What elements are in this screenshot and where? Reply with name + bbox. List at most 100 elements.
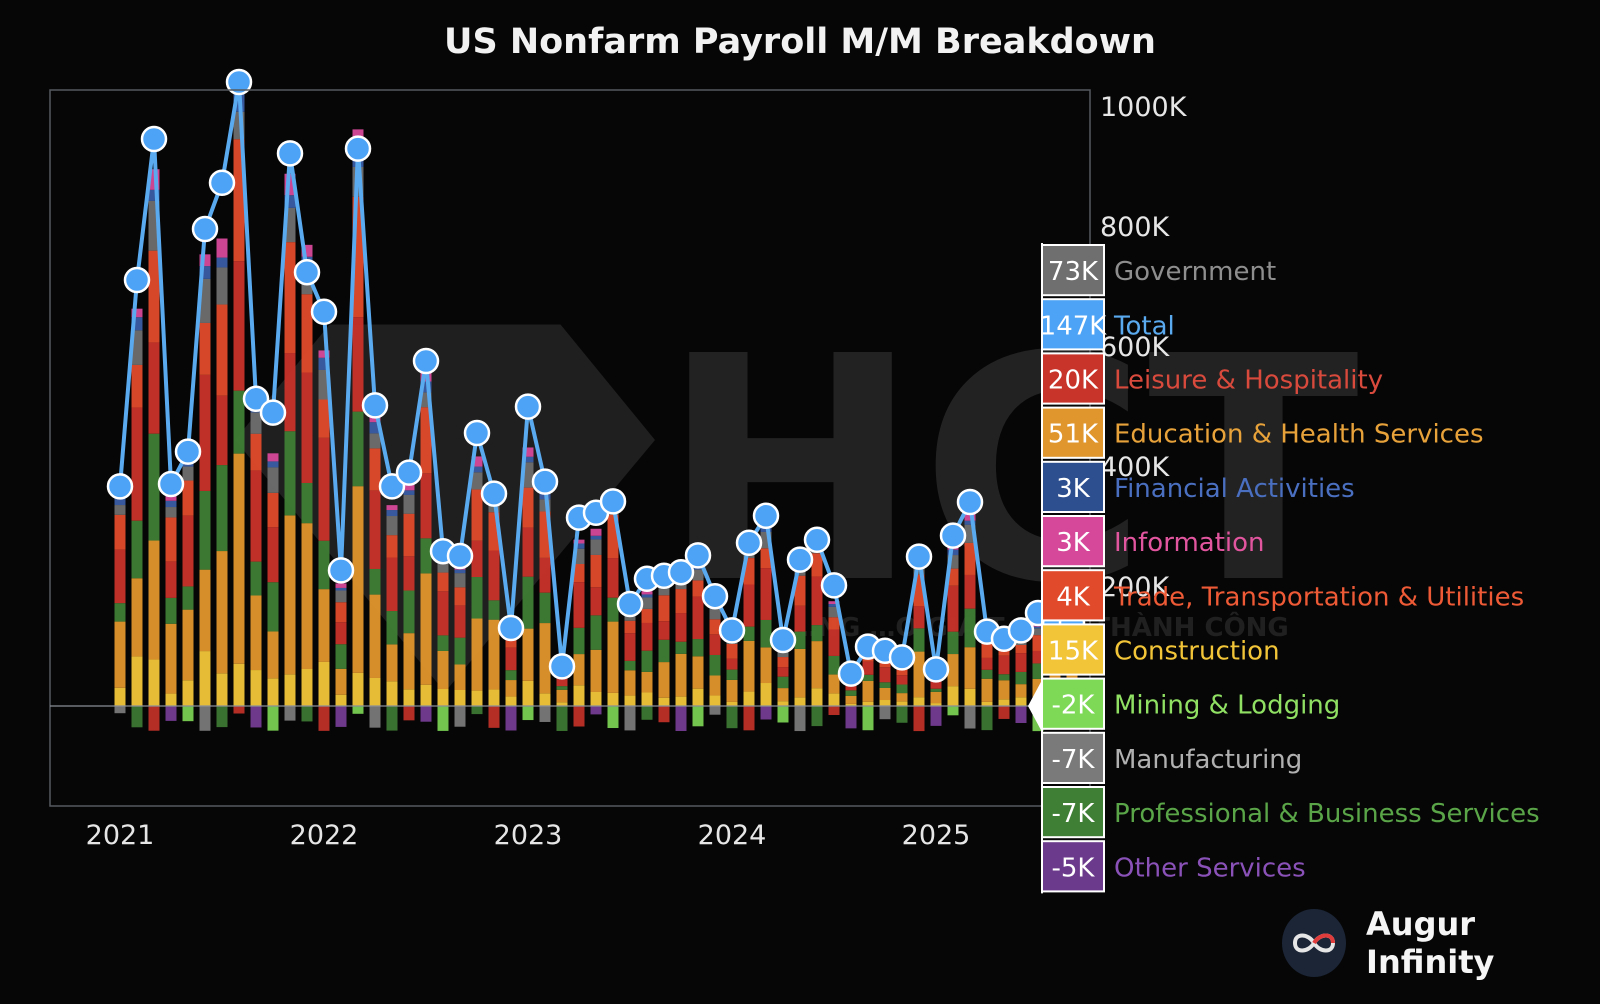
x-tick-label: 2024 — [698, 820, 767, 851]
bar-segment — [930, 680, 942, 689]
total-point — [786, 546, 814, 573]
bar-segment — [675, 641, 687, 654]
bar-segment — [726, 658, 738, 670]
bar-negative-segment — [964, 706, 976, 729]
total-point — [531, 468, 559, 495]
bar-negative-segment — [1015, 706, 1027, 724]
bar-segment — [148, 200, 160, 251]
bar-negative-segment — [879, 706, 891, 720]
bar-negative-segment — [148, 706, 160, 731]
bar-negative-segment — [641, 706, 653, 720]
bar-segment — [165, 597, 177, 624]
bar-segment — [369, 594, 381, 678]
bar-segment — [522, 628, 534, 681]
bar-negative-segment — [624, 706, 636, 731]
bar-negative-segment — [845, 706, 857, 729]
bar-segment — [420, 684, 432, 706]
bar-segment — [301, 294, 313, 373]
bar-segment — [641, 597, 653, 609]
bar-segment — [675, 583, 687, 590]
bar-segment — [845, 703, 857, 706]
bar-segment — [182, 515, 194, 587]
legend-value: -2K — [1052, 691, 1096, 721]
bar-segment — [250, 412, 262, 434]
bar-segment — [947, 555, 959, 569]
bar-segment — [267, 492, 279, 528]
bar-segment — [760, 568, 772, 620]
bar-segment — [335, 622, 347, 645]
bar-segment — [1015, 671, 1027, 685]
bar-segment — [607, 514, 619, 559]
bar-segment — [403, 490, 415, 495]
bar-segment — [148, 540, 160, 660]
bar-negative-segment — [896, 706, 908, 723]
bar-segment — [896, 693, 908, 702]
bar-segment — [760, 531, 772, 549]
bar-negative-segment — [233, 706, 245, 714]
legend-swatch — [1041, 731, 1105, 784]
total-point — [208, 169, 236, 197]
bar-segment — [828, 674, 840, 694]
bar-segment — [624, 614, 636, 621]
bar-segment — [284, 242, 296, 354]
bar-segment — [641, 622, 653, 651]
bar-segment — [420, 392, 432, 408]
total-point — [514, 393, 542, 420]
bar-segment — [369, 415, 381, 423]
legend-value: -7K — [1052, 745, 1096, 775]
bar-segment — [777, 688, 789, 702]
bar-segment — [828, 629, 840, 656]
legend-label: Government — [1114, 257, 1276, 287]
bar-segment — [641, 608, 653, 623]
bar-segment — [386, 535, 398, 558]
bar-negative-segment — [182, 706, 194, 722]
bar-segment — [165, 693, 177, 706]
total-point — [616, 590, 644, 618]
bar-negative-segment — [420, 706, 432, 722]
bar-segment — [981, 678, 993, 702]
bar-segment — [318, 589, 330, 662]
x-tick-label: 2022 — [290, 820, 359, 851]
bar-segment — [692, 580, 704, 597]
bar-segment — [590, 649, 602, 692]
bar-segment — [539, 557, 551, 593]
legend-swatch — [1041, 515, 1105, 568]
bar-segment — [913, 574, 925, 607]
bar-segment — [284, 515, 296, 675]
bar-segment — [335, 587, 347, 591]
bar-segment — [981, 701, 993, 706]
bar-segment — [471, 489, 483, 541]
bar-segment — [964, 647, 976, 689]
bar-segment — [879, 700, 891, 706]
bar-segment — [335, 602, 347, 623]
bar-segment — [1032, 626, 1044, 629]
bar-segment — [505, 696, 517, 706]
total-point — [293, 258, 321, 286]
bar-segment — [522, 576, 534, 629]
bar-segment — [250, 470, 262, 562]
bar-negative-segment — [913, 706, 925, 732]
bar-negative-segment — [981, 706, 993, 731]
bar-segment — [420, 573, 432, 685]
bar-segment — [998, 655, 1010, 675]
bar-segment — [216, 304, 228, 396]
bar-negative-segment — [675, 706, 687, 732]
bar-segment — [624, 633, 636, 661]
bar-negative-segment — [471, 706, 483, 715]
bar-segment — [301, 523, 313, 669]
bar-segment — [692, 596, 704, 640]
y-tick-label: 200K — [1100, 572, 1171, 603]
bar-segment — [454, 573, 466, 588]
bar-negative-segment — [437, 706, 449, 731]
bar-segment — [522, 487, 534, 528]
bar-segment — [488, 600, 500, 620]
bar-segment — [505, 670, 517, 681]
total-point — [701, 582, 729, 610]
bar-segment — [386, 505, 398, 511]
bar-segment — [522, 680, 534, 706]
total-point — [684, 542, 712, 569]
bar-segment — [624, 620, 636, 634]
bar-segment — [454, 587, 466, 606]
bar-segment — [454, 569, 466, 574]
